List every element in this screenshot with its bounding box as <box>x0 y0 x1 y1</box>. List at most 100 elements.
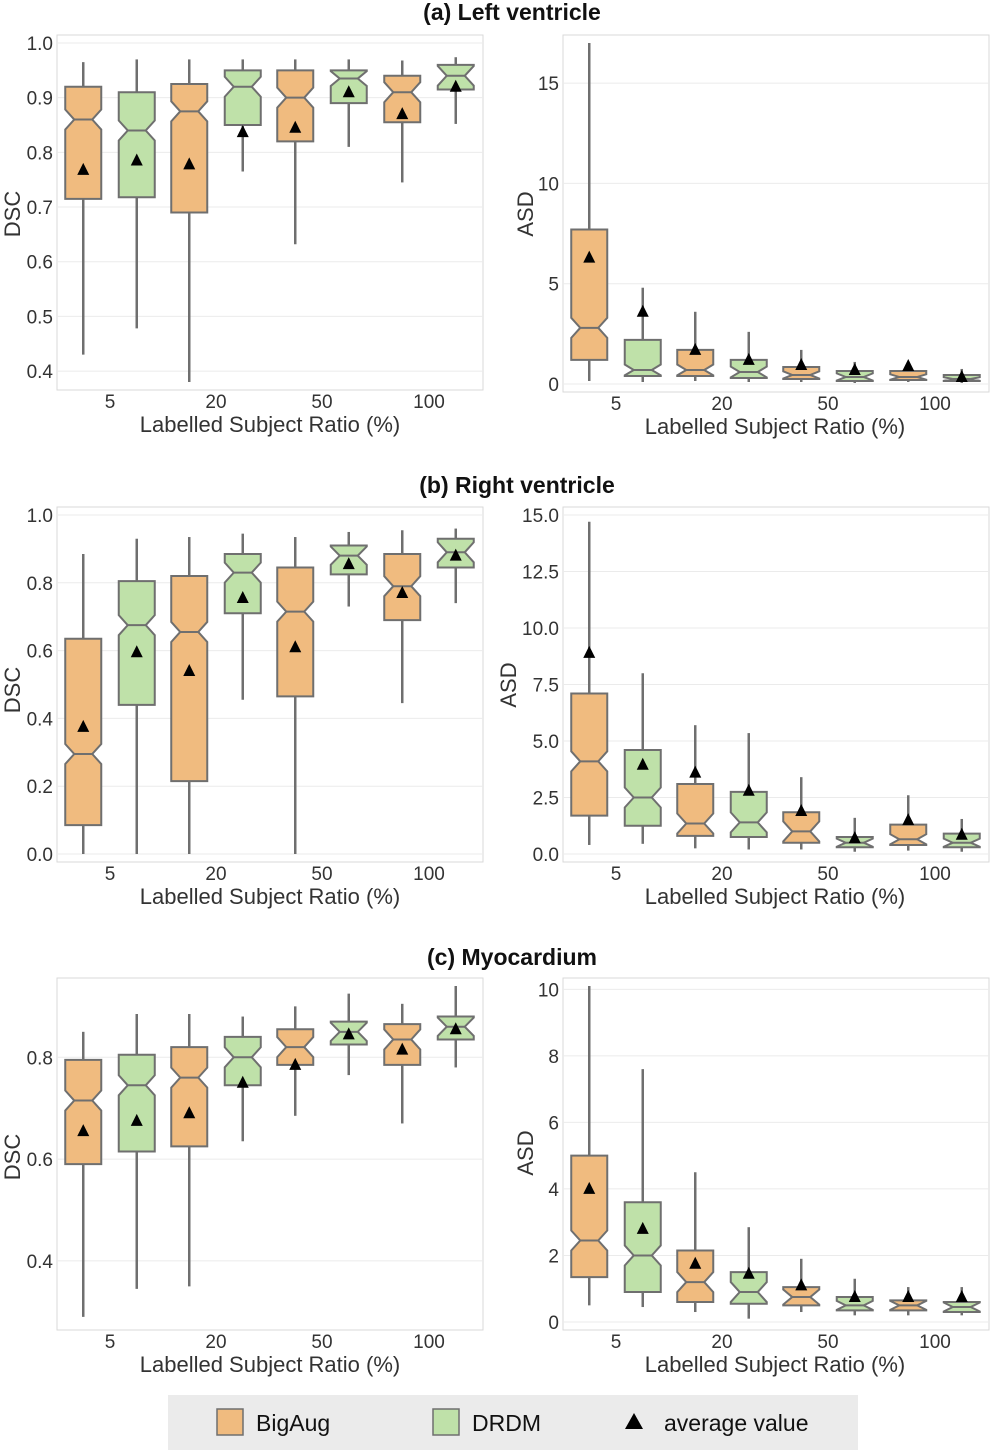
drdm-box-20-mean-marker <box>236 1075 249 1088</box>
y-tick-label: 0.4 <box>27 709 54 730</box>
bigaug-box-50-mean-marker <box>795 804 808 817</box>
x-tick-label: 5 <box>611 1332 622 1353</box>
y-tick-label: 0.9 <box>27 89 53 110</box>
bigaug-box-20-mean-marker <box>689 342 702 355</box>
x-tick-label: 100 <box>413 864 445 885</box>
y-axis-label: DSC <box>0 191 25 238</box>
x-tick-label: 100 <box>919 394 951 415</box>
drdm-box-5 <box>117 1053 156 1153</box>
bigaug-box-20 <box>170 1046 209 1148</box>
x-tick-label: 100 <box>919 1332 951 1353</box>
legend: BigAug DRDM average value <box>168 1395 858 1450</box>
bigaug-box-20-mean-marker <box>689 765 702 778</box>
drdm-box-20 <box>729 1271 768 1305</box>
drdm-box-5 <box>623 1201 662 1294</box>
y-tick-label: 5 <box>548 275 559 296</box>
section-title-right-ventricle: (b) Right ventricle <box>419 472 615 498</box>
section-title-left-ventricle: (a) Left ventricle <box>423 0 601 25</box>
y-tick-label: 6 <box>548 1113 559 1134</box>
x-tick-label: 20 <box>711 1332 732 1353</box>
x-axis-label: Labelled Subject Ratio (%) <box>140 884 400 909</box>
drdm-box-5-mean-marker <box>636 757 649 770</box>
y-axis-label: DSC <box>0 1134 25 1181</box>
drdm-box-20-mean-marker <box>236 591 249 604</box>
x-tick-label: 20 <box>711 394 732 415</box>
x-tick-label: 50 <box>311 392 332 413</box>
y-tick-label: 0.6 <box>27 1150 53 1171</box>
drdm-box-5 <box>117 580 156 706</box>
x-tick-label: 5 <box>611 864 622 885</box>
y-tick-label: 0 <box>548 375 559 396</box>
legend-label-drdm: DRDM <box>472 1410 541 1436</box>
bigaug-box-50-mean-marker <box>795 1278 808 1291</box>
y-tick-label: 2 <box>548 1246 559 1267</box>
legend-label-average: average value <box>664 1410 809 1436</box>
drdm-box-50-mean-marker <box>342 85 355 98</box>
bigaug-box-20 <box>170 575 209 783</box>
drdm-box-100 <box>436 63 475 91</box>
drdm-box-5-mean-marker <box>130 153 143 166</box>
bigaug-box-5-mean-marker <box>583 645 596 658</box>
x-tick-label: 5 <box>105 392 116 413</box>
bigaug-box-100 <box>889 369 928 381</box>
x-axis-label: Labelled Subject Ratio (%) <box>645 884 905 909</box>
y-tick-label: 12.5 <box>522 563 559 584</box>
bigaug-box-5 <box>64 85 103 200</box>
x-tick-label: 50 <box>311 1332 332 1353</box>
bigaug-box-5-mean-marker <box>583 250 596 263</box>
y-tick-label: 10.0 <box>522 619 559 640</box>
bigaug-box-20-mean-marker <box>689 1256 702 1269</box>
y-tick-label: 0.8 <box>27 143 53 164</box>
panel-background <box>562 34 990 393</box>
bigaug-box-5 <box>570 228 609 361</box>
x-tick-label: 50 <box>817 1332 838 1353</box>
drdm-box-100-mean-marker <box>449 1022 462 1035</box>
y-tick-label: 5.0 <box>533 732 559 753</box>
x-tick-label: 5 <box>611 394 622 415</box>
x-tick-label: 5 <box>105 1332 116 1353</box>
bigaug-box-50-mean-marker <box>289 120 302 133</box>
y-tick-label: 0.0 <box>27 845 53 866</box>
bigaug-box-50 <box>782 365 821 380</box>
drdm-box-50-mean-marker <box>342 557 355 570</box>
x-tick-label: 100 <box>919 864 951 885</box>
drdm-box-20 <box>223 552 262 615</box>
x-tick-label: 20 <box>205 392 226 413</box>
drdm-box-20 <box>729 358 768 379</box>
bigaug-box-50 <box>276 69 315 143</box>
drdm-box-5-mean-marker <box>130 645 143 658</box>
panel-asd-3: 0.0 2.5 5.0 7.5 10.0 12.5 15.0 5 20 50 100 Labelled… <box>496 506 990 909</box>
bigaug-box-50-mean-marker <box>289 640 302 653</box>
bigaug-box-100-mean-marker <box>396 585 409 598</box>
section-title-myocardium: (c) Myocardium <box>427 944 597 970</box>
bigaug-box-20-mean-marker <box>183 157 196 170</box>
y-tick-label: 2.5 <box>533 789 559 810</box>
x-axis-label: Labelled Subject Ratio (%) <box>645 1352 905 1377</box>
drdm-box-50-mean-marker <box>848 831 861 844</box>
bigaug-box-20 <box>676 782 715 837</box>
bigaug-box-50-mean-marker <box>289 1057 302 1070</box>
y-tick-label: 1.0 <box>27 506 53 527</box>
y-tick-label: 10 <box>538 980 559 1001</box>
panel-asd-5: 0 2 4 6 8 10 5 20 50 100 Labelled Subject Ratio (%… <box>513 977 990 1377</box>
panel-dsc-4: 0.4 0.6 0.8 5 20 50 100 Labelled Subject Ratio … <box>0 977 484 1377</box>
drdm-box-100-mean-marker <box>955 369 968 382</box>
bigaug-box-50 <box>782 811 821 844</box>
x-tick-label: 100 <box>413 392 445 413</box>
legend-background <box>168 1395 858 1450</box>
bigaug-box-100-mean-marker <box>902 358 915 371</box>
drdm-box-50-mean-marker <box>342 1027 355 1040</box>
panel-asd-1: 0 5 10 15 5 20 50 100 Labelled Subject Ratio (%)… <box>513 34 990 439</box>
drdm-box-20 <box>729 790 768 839</box>
drdm-box-5 <box>623 338 662 377</box>
legend-label-bigaug: BigAug <box>256 1410 330 1436</box>
x-tick-label: 20 <box>711 864 732 885</box>
bigaug-box-50 <box>276 566 315 698</box>
bigaug-box-5-mean-marker <box>77 162 90 175</box>
y-tick-label: 0.6 <box>27 253 53 274</box>
panel-background <box>56 34 484 391</box>
y-axis-label: ASD <box>496 662 521 707</box>
y-axis-label: ASD <box>513 191 538 236</box>
y-tick-label: 15 <box>538 74 559 95</box>
